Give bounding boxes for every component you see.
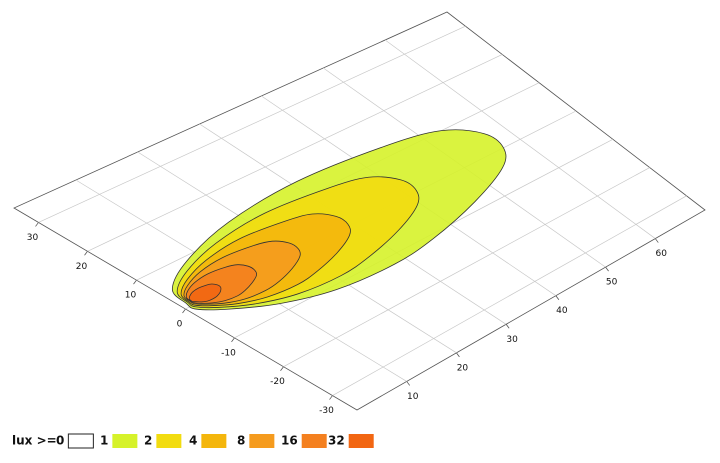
y-tick-label: 0 [177, 320, 183, 330]
legend-swatch [67, 433, 94, 449]
y-tick-label: -10 [221, 348, 236, 358]
x-tick-label: 20 [457, 363, 469, 373]
plane-frame [13, 11, 706, 411]
contour [188, 283, 222, 303]
y-tick-label: -20 [270, 377, 285, 387]
y-tick-label: 20 [76, 262, 88, 272]
grid-line [38, 25, 466, 223]
legend-swatch [156, 434, 182, 448]
y-tick-label: 10 [125, 291, 137, 301]
legend-label: 16 [281, 434, 298, 448]
x-tick-label: 50 [606, 278, 618, 288]
legend-label: 8 [237, 434, 245, 448]
y-tick [35, 222, 39, 227]
legend-swatch [112, 434, 138, 448]
axes: 10 20 30 40 50 60 -30 -20 -10 0 10 20 30 [27, 222, 668, 416]
y-tick [231, 337, 235, 343]
legend-swatch [348, 434, 374, 448]
legend: lux >= 0 1 2 4 8 16 32 [12, 433, 374, 449]
legend-label: 0 [56, 434, 64, 448]
legend-label: 1 [100, 434, 108, 448]
x-tick-label: 10 [407, 392, 419, 402]
x-tick [654, 238, 659, 243]
legend-label: 4 [189, 434, 197, 448]
y-tick [133, 279, 137, 285]
y-tick [329, 395, 333, 400]
contours [171, 129, 507, 311]
x-tick [456, 352, 460, 358]
y-tick [280, 366, 284, 371]
legend-label: 32 [328, 434, 345, 448]
legend-label: 2 [144, 434, 152, 448]
x-tick-label: 40 [556, 306, 568, 316]
y-tick [182, 308, 186, 314]
legend-title: lux >= [12, 434, 57, 448]
legend-swatch [249, 434, 275, 448]
grid-line [332, 195, 687, 396]
x-tick [505, 324, 510, 329]
y-tick [84, 251, 88, 256]
x-tick [605, 266, 609, 272]
y-tick-label: 30 [27, 233, 39, 243]
legend-swatch [301, 434, 327, 448]
x-tick [406, 381, 411, 386]
y-tick-label: -30 [319, 406, 334, 416]
legend-swatch [201, 434, 227, 448]
x-tick-label: 30 [506, 335, 518, 345]
grid-line [283, 167, 650, 368]
grid-line [87, 54, 503, 252]
x-tick-label: 60 [656, 249, 668, 259]
x-tick [555, 295, 560, 300]
